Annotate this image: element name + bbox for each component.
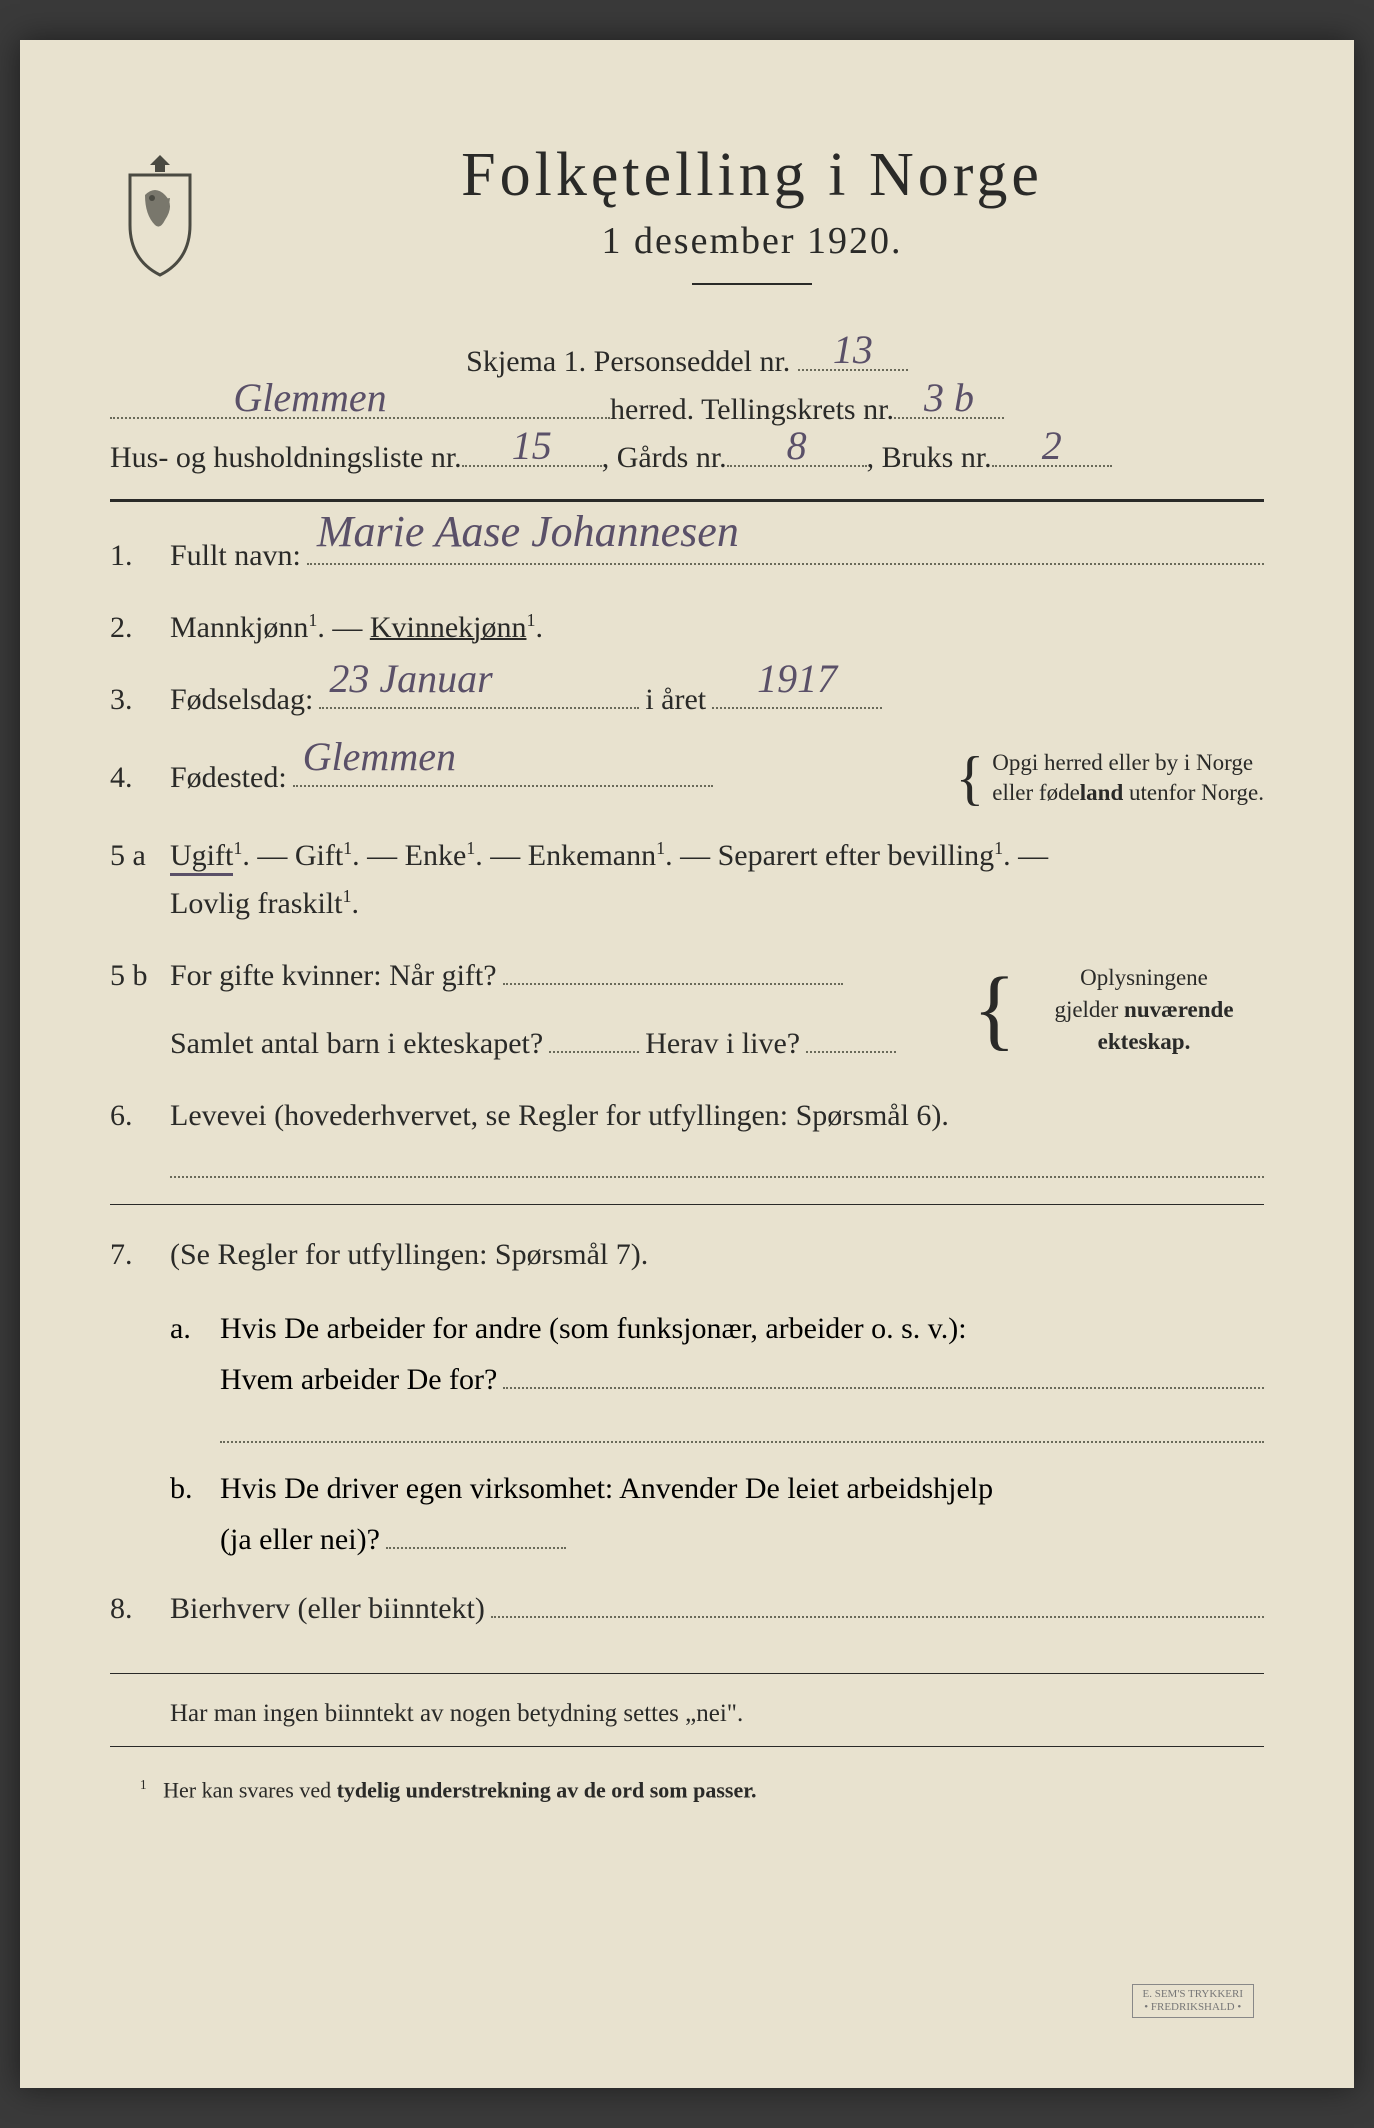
gards-nr: 8 [787,422,807,469]
title-block: Folkętelling i Norge 1 desember 1920. [240,140,1264,315]
skjema-label: Skjema 1. Personseddel nr. [466,345,790,378]
herred-label: herred. Tellingskrets nr. [610,393,894,427]
q5a-num: 5 a [110,832,170,880]
question-3: 3. Fødselsdag: 23 Januar i året 1917 [110,676,1264,724]
bruks-label: , Bruks nr. [867,441,992,475]
q7a-label2: Hvem arbeider De for? [220,1354,497,1405]
question-8: 8. Bierhverv (eller biinntekt) [110,1585,1264,1633]
q5b-label2: Samlet antal barn i ekteskapet? [170,1020,543,1068]
q4-value: Glemmen [303,725,456,789]
q8-label: Bierhverv (eller biinntekt) [170,1585,485,1633]
question-1: 1. Fullt navn: Marie Aase Johannesen [110,532,1264,580]
q4-label: Fødested: [170,754,287,802]
q7a-letter: a. [170,1303,220,1405]
q6-label: Levevei (hovederhvervet, se Regler for u… [170,1092,1264,1140]
hus-nr: 15 [512,422,552,469]
q3-mid: i året [645,676,706,724]
q6-num: 6. [110,1092,170,1140]
question-5b: 5 b For gifte kvinner: Når gift? Samlet … [110,952,1264,1068]
question-7b: b. Hvis De driver egen virksomhet: Anven… [110,1463,1264,1565]
subtitle: 1 desember 1920. [240,219,1264,263]
census-form-page: Folkętelling i Norge 1 desember 1920. Sk… [20,40,1354,2088]
q1-label: Fullt navn: [170,532,301,580]
q3-label: Fødselsdag: [170,676,313,724]
q5b-note: { Oplysningene gjelder nuværende ekteska… [973,962,1264,1059]
q3-num: 3. [110,676,170,724]
gards-label: , Gårds nr. [602,441,727,475]
divider-mid [110,1204,1264,1205]
q4-note1: Opgi herred eller by i Norge [992,748,1264,778]
q7b-label2: (ja eller nei)? [220,1514,380,1565]
hus-line: Hus- og husholdningsliste nr. 15 , Gårds… [110,441,1264,475]
q5a-enke: Enke [405,839,467,872]
bruks-nr: 2 [1042,422,1062,469]
q8-num: 8. [110,1585,170,1633]
question-6: 6. Levevei (hovederhvervet, se Regler fo… [110,1092,1264,1140]
question-7a: a. Hvis De arbeider for andre (som funks… [110,1303,1264,1405]
title-rule [692,283,812,285]
q5b-label1: For gifte kvinner: Når gift? [170,952,497,1000]
herred-line: Glemmen herred. Tellingskrets nr. 3 b [110,393,1264,427]
q2-mann: Mannkjønn [170,611,308,644]
herred-value: Glemmen [233,374,386,421]
footer-note: Har man ingen biinntekt av nogen betydni… [110,1700,1264,1728]
q5a-gift: Gift [295,839,343,872]
q7-label: (Se Regler for utfyllingen: Spørsmål 7). [170,1231,1264,1279]
coat-of-arms-icon [110,150,210,280]
divider-footnote [110,1746,1264,1747]
q7a-label: Hvis De arbeider for andre (som funksjon… [220,1303,1264,1354]
q2-num: 2. [110,604,170,652]
question-4: 4. Fødested: Glemmen { Opgi herred eller… [110,748,1264,808]
q3-day: 23 Januar [329,647,492,711]
q4-num: 4. [110,754,170,802]
main-title: Folkętelling i Norge [240,140,1264,211]
personseddel-nr: 13 [833,326,873,373]
q7a-fill [220,1441,1264,1443]
question-5a: 5 a Ugift1. — Gift1. — Enke1. — Enkemann… [110,832,1264,928]
q5a-fraskilt: Lovlig fraskilt [170,887,342,920]
q2-kvinne: Kvinnekjønn [370,611,527,644]
header: Folkętelling i Norge 1 desember 1920. [110,140,1264,315]
q6-fill-1 [170,1176,1264,1178]
q3-year: 1917 [757,647,837,711]
q4-note: { Opgi herred eller by i Norge eller fød… [955,748,1264,808]
q5a-ugift: Ugift [170,839,233,876]
footnote: 1 Her kan svares ved tydelig understrekn… [110,1777,1264,1803]
question-2: 2. Mannkjønn1. — Kvinnekjønn1. [110,604,1264,652]
q7b-letter: b. [170,1463,220,1565]
tellingskrets-nr: 3 b [924,374,974,421]
q1-value: Marie Aase Johannesen [317,497,739,567]
q1-num: 1. [110,532,170,580]
divider-footer [110,1673,1264,1674]
q7-num: 7. [110,1231,170,1279]
q5b-label3: Herav i live? [645,1020,800,1068]
q5a-enkemann: Enkemann [528,839,656,872]
question-7: 7. (Se Regler for utfyllingen: Spørsmål … [110,1231,1264,1279]
hus-label: Hus- og husholdningsliste nr. [110,441,462,475]
q5b-num: 5 b [110,952,170,1000]
q7b-label: Hvis De driver egen virksomhet: Anvender… [220,1463,1264,1514]
printer-stamp: E. SEM'S TRYKKERI • FREDRIKSHALD • [1132,1984,1255,2018]
q5a-separert: Separert efter bevilling [718,839,995,872]
